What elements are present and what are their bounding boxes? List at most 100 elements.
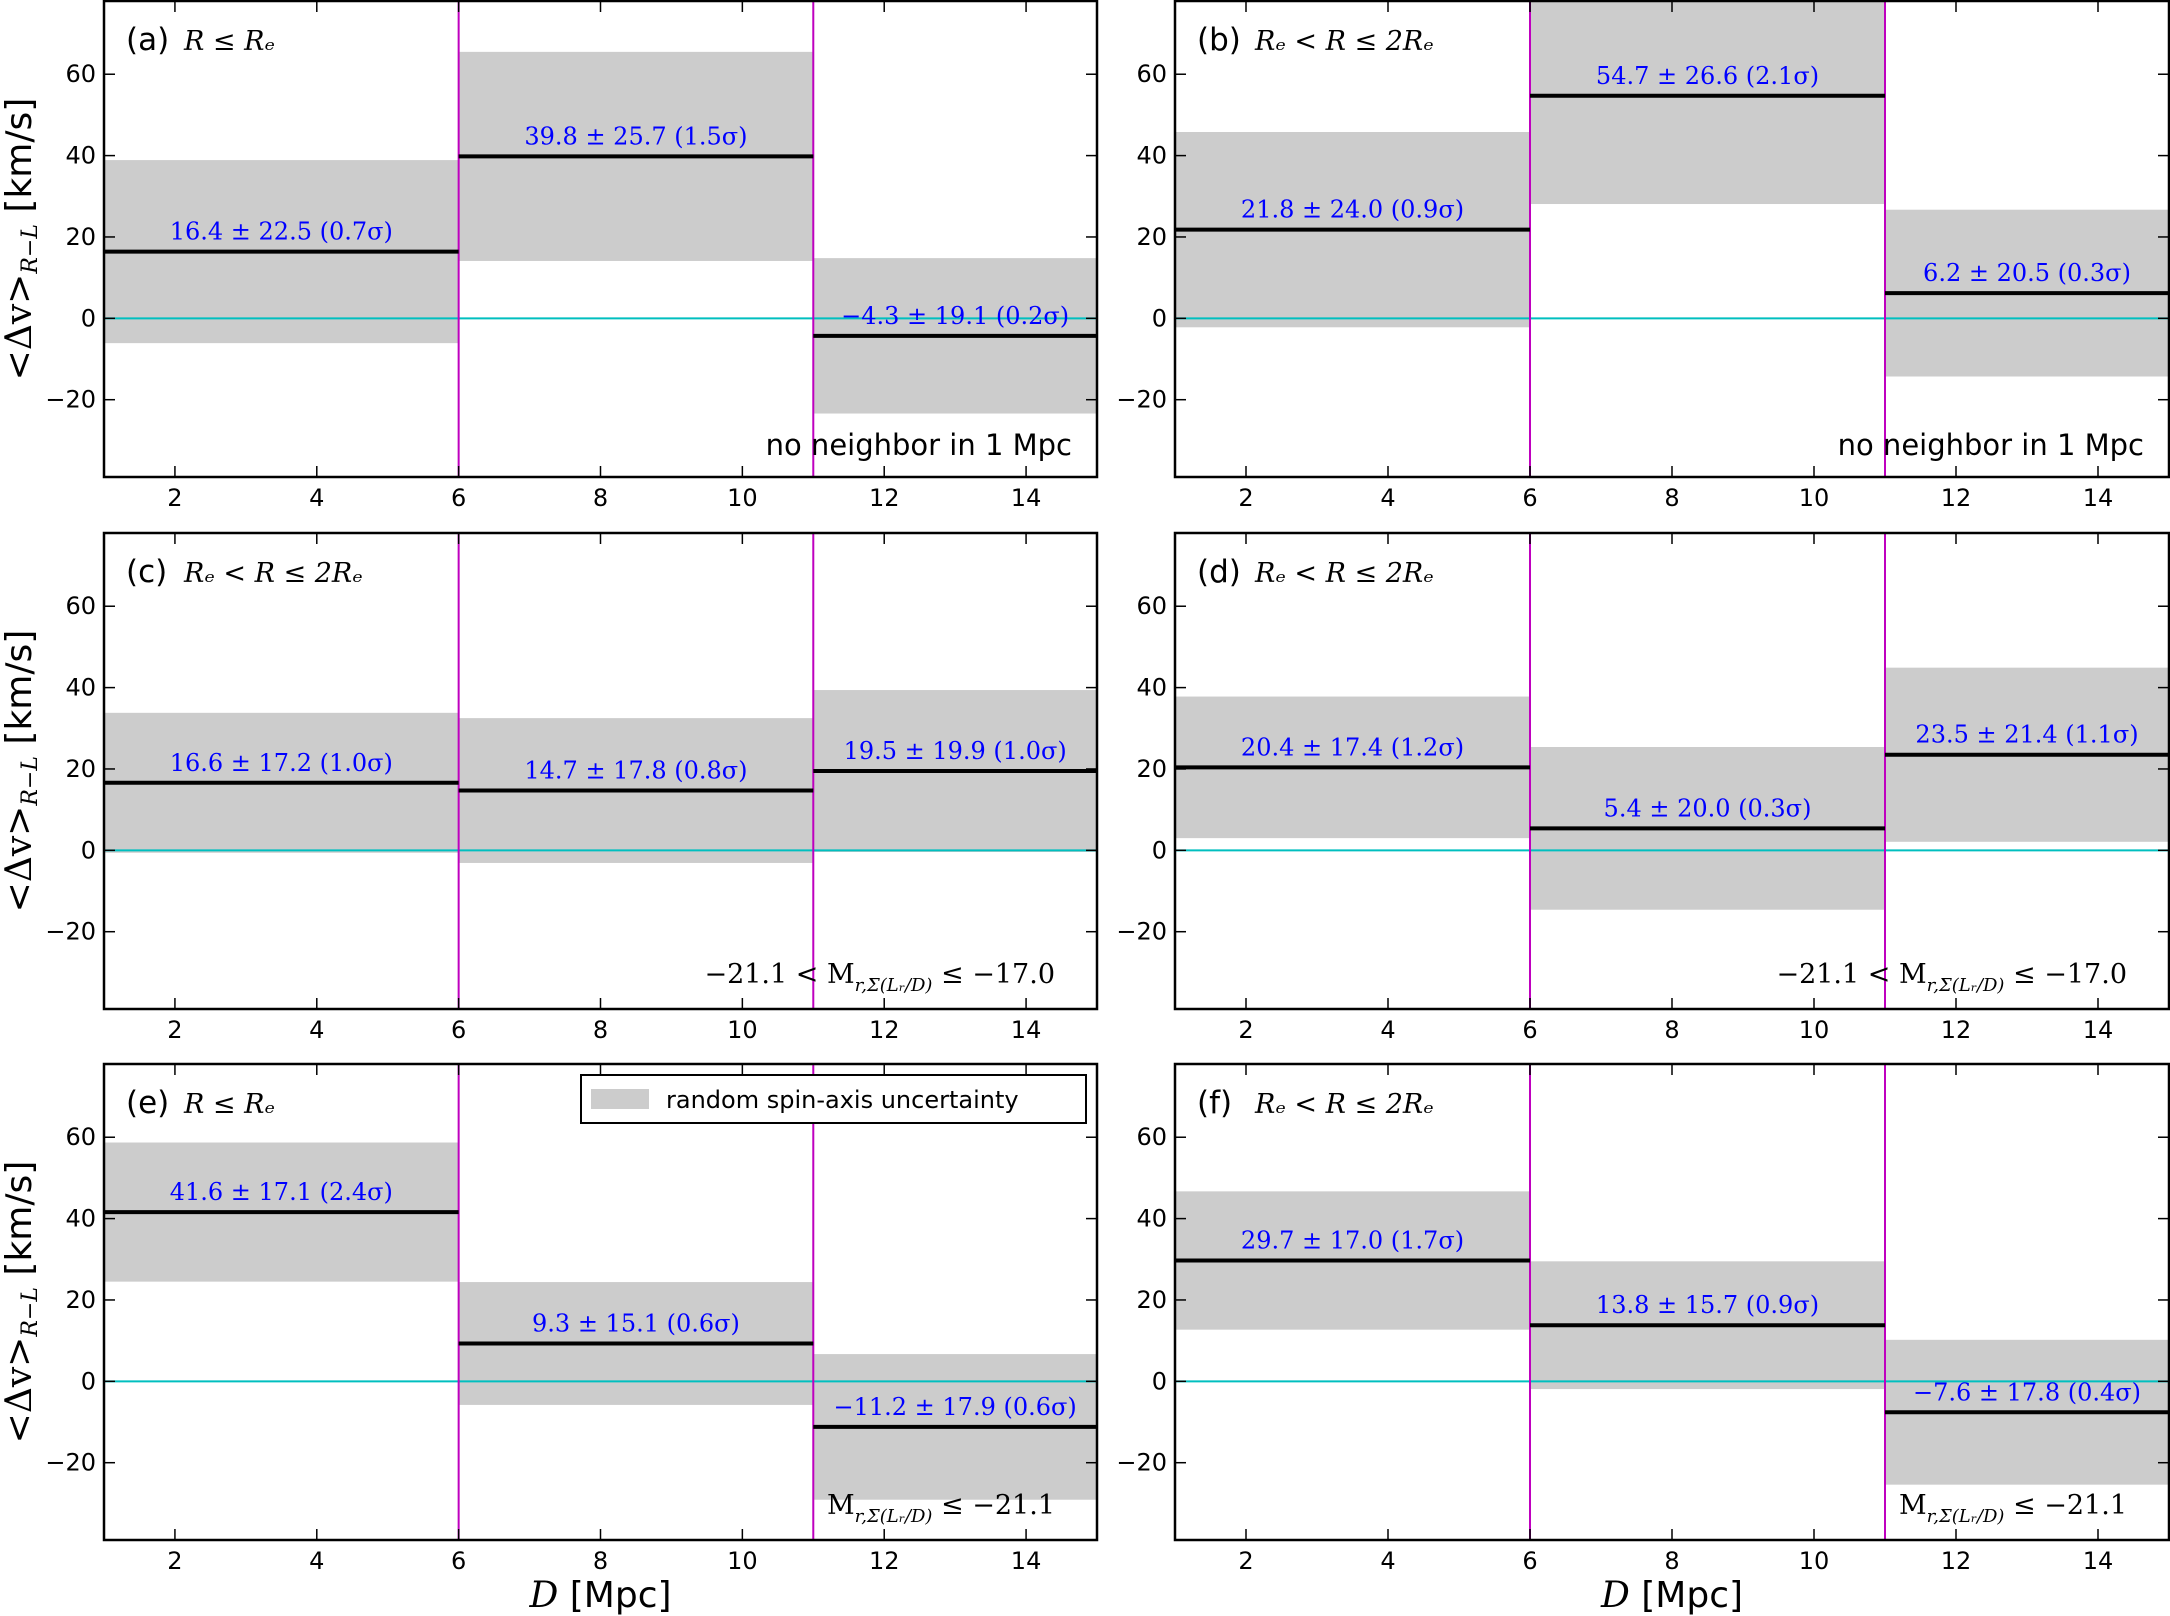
y-label-sub: R−L — [18, 224, 43, 275]
annotation-sub: r,Σ(Lᵣ/D) — [1927, 975, 2005, 996]
axes-frame — [102, 1062, 1099, 1542]
annotation-post: ≤ −17.0 — [2004, 959, 2127, 990]
y-tick-label: 20 — [1136, 1286, 1167, 1314]
legend-box — [580, 1074, 1087, 1124]
y-label-pre: <Δv> — [0, 1337, 40, 1444]
y-tick-label: −20 — [45, 1449, 96, 1477]
x-tick-label: 12 — [869, 1547, 900, 1575]
x-tick-label: 4 — [1380, 1547, 1395, 1575]
annotation-post: ≤ −21.1 — [2004, 1490, 2127, 1521]
x-tick-label: 10 — [727, 484, 758, 512]
x-tick-label: 4 — [1380, 1016, 1395, 1044]
legend-label: random spin-axis uncertainty — [666, 1086, 1019, 1114]
value-label: 5.4 ± 20.0 (0.3σ) — [1604, 794, 1812, 822]
y-tick-label: 20 — [65, 755, 96, 783]
annotation-text: Mr,Σ(Lᵣ/D) ≤ −21.1 — [827, 1490, 1055, 1527]
y-axis-label: <Δv>R−L [km/s] — [0, 1161, 43, 1444]
x-label-unit: [Mpc] — [1630, 1575, 1743, 1616]
annotation-text: no neighbor in 1 Mpc — [766, 428, 1072, 462]
annotation-text: no neighbor in 1 Mpc — [1838, 428, 2144, 462]
annotation-post: ≤ −21.1 — [932, 1490, 1055, 1521]
y-tick-label: 0 — [81, 1367, 96, 1395]
x-tick-label: 6 — [1522, 1547, 1537, 1575]
panel-c: 16.6 ± 17.2 (1.0σ) 14.7 ± 17.8 (0.8σ) 19.5… — [0, 531, 1099, 1044]
value-label: −4.3 ± 19.1 (0.2σ) — [841, 302, 1069, 330]
value-label: 23.5 ± 21.4 (1.1σ) — [1915, 721, 2138, 749]
x-tick-label: 10 — [1799, 484, 1830, 512]
y-tick-label: 60 — [65, 1123, 96, 1151]
x-tick-label: 10 — [1799, 1016, 1830, 1044]
value-label: 16.6 ± 17.2 (1.0σ) — [170, 749, 393, 777]
annotation-sub: r,Σ(Lᵣ/D) — [855, 1506, 933, 1527]
x-tick-label: 14 — [1011, 1547, 1042, 1575]
annotation-sub: r,Σ(Lᵣ/D) — [855, 975, 933, 996]
uncertainty-band — [1530, 1, 1885, 205]
y-label-post: [km/s] — [0, 630, 40, 756]
x-tick-label: 2 — [167, 1547, 182, 1575]
y-tick-label: 60 — [1136, 592, 1167, 620]
value-label: 13.8 ± 15.7 (0.9σ) — [1596, 1291, 1819, 1319]
y-tick-label: 40 — [65, 674, 96, 702]
axes-frame — [102, 0, 1099, 479]
value-label: 19.5 ± 19.9 (1.0σ) — [844, 737, 1067, 765]
panel-letter: (d) — [1197, 554, 1241, 590]
x-tick-label: 10 — [727, 1547, 758, 1575]
y-tick-label: 40 — [65, 142, 96, 170]
y-axis-label: <Δv>R−L [km/s] — [0, 98, 43, 381]
annotation-pre: −21.1 < M — [1776, 959, 1926, 990]
y-tick-label: −20 — [1116, 1449, 1167, 1477]
annotation-pre: M — [1899, 1490, 1927, 1521]
y-tick-label: −20 — [45, 386, 96, 414]
panel-b: 21.8 ± 24.0 (0.9σ) 54.7 ± 26.6 (2.1σ) 6.2 … — [1116, 0, 2170, 512]
y-tick-label: 60 — [1136, 60, 1167, 88]
panel-condition: Rₑ < R ≤ 2Rₑ — [1254, 1089, 1434, 1120]
y-tick-label: 60 — [1136, 1123, 1167, 1151]
value-label: 39.8 ± 25.7 (1.5σ) — [524, 122, 747, 150]
y-tick-label: −20 — [1116, 386, 1167, 414]
value-label: −7.6 ± 17.8 (0.4σ) — [1913, 1378, 2141, 1406]
axes-frame — [1173, 1062, 2170, 1542]
value-label: −11.2 ± 17.9 (0.6σ) — [834, 1393, 1077, 1421]
y-tick-label: 20 — [1136, 223, 1167, 251]
x-tick-label: 6 — [451, 1016, 466, 1044]
x-tick-label: 14 — [2083, 484, 2114, 512]
y-tick-label: 40 — [1136, 674, 1167, 702]
x-tick-label: 12 — [869, 1016, 900, 1044]
panel-letter: (b) — [1197, 22, 1241, 58]
x-tick-label: 2 — [1238, 1547, 1253, 1575]
x-tick-label: 2 — [1238, 484, 1253, 512]
y-tick-label: 0 — [1152, 304, 1167, 332]
x-tick-label: 8 — [593, 484, 608, 512]
x-tick-label: 6 — [451, 484, 466, 512]
axes-frame — [1173, 531, 2170, 1011]
value-label: 21.8 ± 24.0 (0.9σ) — [1241, 196, 1464, 224]
y-tick-label: 40 — [1136, 142, 1167, 170]
panel-d: 20.4 ± 17.4 (1.2σ) 5.4 ± 20.0 (0.3σ) 23.5 … — [1116, 531, 2170, 1044]
panel-letter: (e) — [126, 1085, 169, 1121]
x-tick-label: 4 — [309, 484, 324, 512]
legend-swatch — [591, 1089, 649, 1109]
legend: random spin-axis uncertainty — [580, 1074, 1087, 1124]
x-label-var: D — [1600, 1575, 1630, 1616]
x-axis-label: D [Mpc] — [528, 1575, 671, 1616]
x-tick-label: 2 — [1238, 1016, 1253, 1044]
y-axis-label: <Δv>R−L [km/s] — [0, 630, 43, 913]
x-tick-label: 4 — [1380, 484, 1395, 512]
x-tick-label: 12 — [1941, 1016, 1972, 1044]
value-label: 9.3 ± 15.1 (0.6σ) — [532, 1309, 740, 1337]
x-tick-label: 6 — [1522, 1016, 1537, 1044]
x-tick-label: 8 — [593, 1547, 608, 1575]
annotation-text: Mr,Σ(Lᵣ/D) ≤ −21.1 — [1899, 1490, 2127, 1527]
y-tick-label: −20 — [1116, 918, 1167, 946]
y-label-post: [km/s] — [0, 1161, 40, 1287]
x-tick-label: 10 — [1799, 1547, 1830, 1575]
annotation-text: −21.1 < Mr,Σ(Lᵣ/D) ≤ −17.0 — [1776, 959, 2127, 996]
y-label-sub: R−L — [18, 756, 43, 807]
x-tick-label: 4 — [309, 1016, 324, 1044]
panel-letter: (a) — [126, 22, 169, 58]
x-tick-label: 14 — [1011, 484, 1042, 512]
x-axis-label: D [Mpc] — [1600, 1575, 1743, 1616]
x-tick-label: 2 — [167, 1016, 182, 1044]
y-tick-label: 0 — [81, 836, 96, 864]
x-tick-label: 10 — [727, 1016, 758, 1044]
